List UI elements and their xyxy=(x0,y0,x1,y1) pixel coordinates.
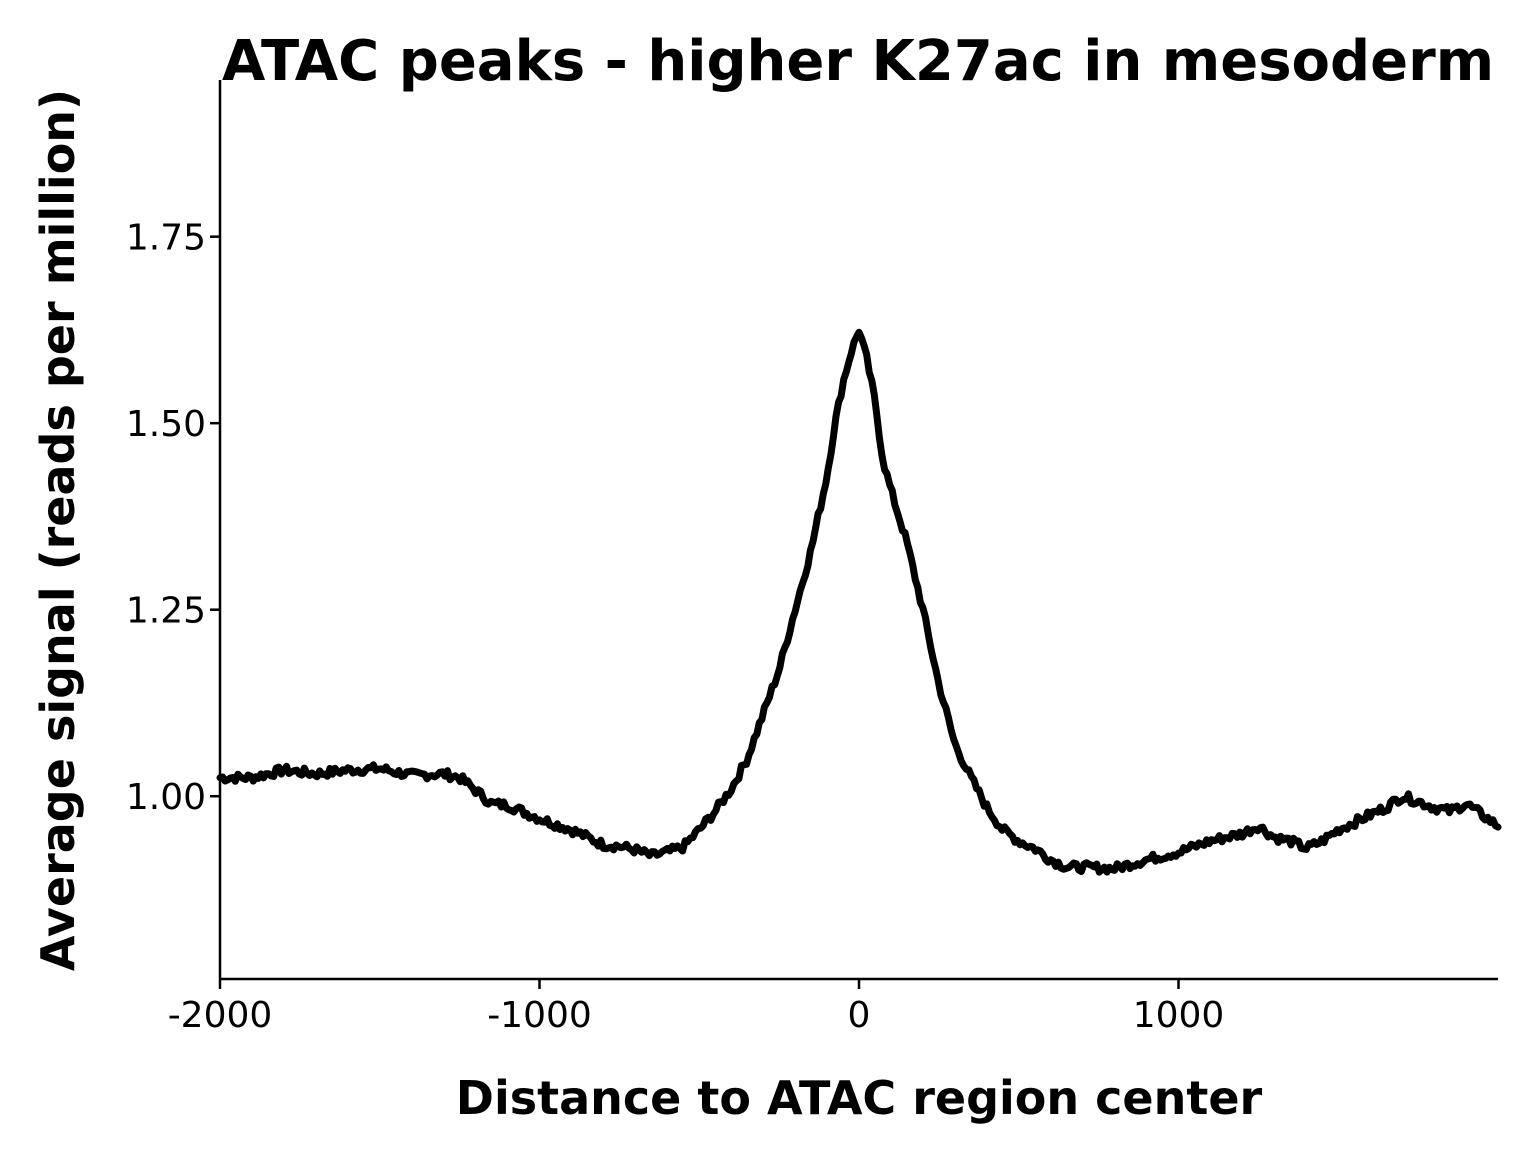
x-axis-label: Distance to ATAC region center xyxy=(456,1071,1263,1125)
plot-area: -2000 -1000 0 1000 1.00 1.25 1.50 1.75 xyxy=(126,80,1502,1036)
x-tick-label: 0 xyxy=(848,995,871,1036)
y-tick-label: 1.00 xyxy=(126,777,206,818)
x-axis-ticks: -2000 -1000 0 1000 xyxy=(168,979,1225,1036)
x-tick-label: -1000 xyxy=(487,995,592,1036)
y-axis-label: Average signal (reads per million) xyxy=(31,89,85,971)
y-axis-ticks: 1.00 1.25 1.50 1.75 xyxy=(126,218,220,818)
y-tick-label: 1.75 xyxy=(126,218,206,259)
y-tick-label: 1.50 xyxy=(126,404,206,445)
x-tick-label: -2000 xyxy=(168,995,273,1036)
x-tick-label: 1000 xyxy=(1133,995,1225,1036)
signal-line xyxy=(216,328,1502,876)
chart-title: ATAC peaks - higher K27ac in mesoderm xyxy=(222,29,1494,94)
y-tick-label: 1.25 xyxy=(126,591,206,632)
